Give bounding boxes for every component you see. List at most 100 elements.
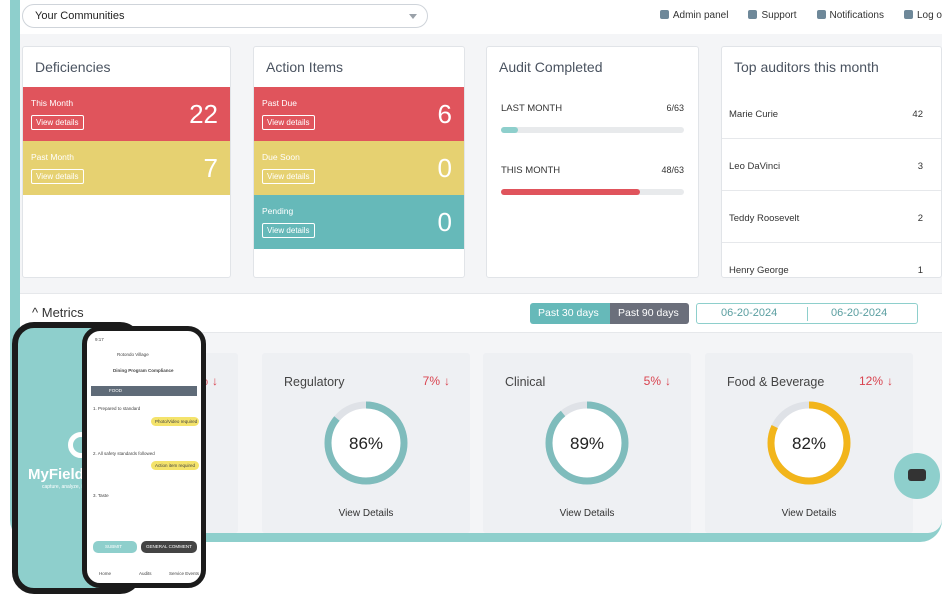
progress-fill [501, 127, 519, 133]
phone-time: 9:17 [95, 337, 104, 342]
date-divider [807, 307, 808, 321]
chevron-down-icon [409, 14, 417, 19]
view-details-button[interactable]: View details [31, 169, 84, 184]
card-title: Audit Completed [499, 59, 603, 75]
metric-label: Regulatory [284, 375, 345, 389]
score-value: 89% [570, 434, 604, 453]
view-details-link[interactable]: View Details [559, 508, 615, 519]
auditor-row: Teddy Roosevelt 2 [722, 191, 941, 243]
deficiencies-card: Deficiencies This Month View details 22 … [22, 46, 231, 278]
comment-label: GENERAL COMMENT [146, 544, 192, 549]
action-items-card: Action Items Past Due View details 6 Due… [253, 46, 465, 278]
tab-service-events[interactable]: Service Events [169, 571, 200, 576]
general-comment-button[interactable]: GENERAL COMMENT [141, 541, 197, 553]
notifications-link[interactable]: Notifications [816, 10, 884, 21]
auditor-row: Henry George 1 [722, 243, 941, 277]
tab-audits[interactable]: Audits [139, 571, 152, 576]
metric-change: 12% ↓ [859, 374, 893, 388]
date-range: 06-20-2024 06-20-2024 [696, 303, 918, 324]
score-donut: 86% [324, 401, 408, 485]
band-label: Past Due [262, 98, 297, 108]
metric-change-value: 7% [422, 374, 440, 388]
arrow-down-icon: ↓ [887, 374, 893, 388]
admin-panel-link[interactable]: Admin panel [659, 10, 729, 21]
date-from-input[interactable]: 06-20-2024 [721, 307, 778, 319]
photo-required-pill: Photo/Video required [151, 417, 199, 426]
band-value: 0 [437, 153, 452, 183]
metric-label: Clinical [505, 375, 546, 389]
view-details-link[interactable]: View Details [781, 508, 837, 519]
phone-location: Rotondo Village [117, 352, 149, 357]
progress-track [501, 189, 684, 195]
top-nav: Admin panel Support Notifications Log o [659, 10, 942, 21]
donut-arc [767, 401, 851, 485]
metric-change: 5% ↓ [644, 374, 671, 388]
phone-app: 9:17 Rotondo Village Dining Program Comp… [82, 326, 206, 588]
audit-last-month: LAST MONTH 6/63 [487, 87, 698, 149]
range-90-button[interactable]: Past 90 days [610, 303, 689, 324]
metrics-toggle[interactable]: ^ Metrics [32, 305, 84, 320]
phone-page-title: Dining Program Compliance [113, 368, 174, 373]
community-select[interactable]: Your Communities [22, 4, 428, 28]
section-header: FOOD [91, 386, 197, 396]
range-30-button[interactable]: Past 30 days [530, 303, 610, 324]
metric-change: 7% ↓ [423, 374, 450, 388]
chevron-up-icon: ^ [32, 305, 39, 320]
logout-icon [903, 10, 913, 19]
metric-card: Food & Beverage 12% ↓ View Details 82% [705, 353, 913, 533]
metric-card: Clinical 5% ↓ View Details 89% [483, 353, 691, 533]
logout-link[interactable]: Log o [903, 10, 942, 21]
tab-home[interactable]: Home [99, 571, 112, 576]
auditor-name: Henry George [729, 265, 789, 276]
view-details-button[interactable]: View details [262, 169, 315, 184]
band-label: Past Month [31, 152, 74, 162]
metric-card: Regulatory 7% ↓ View Details 86% [262, 353, 470, 533]
date-to-input[interactable]: 06-20-2024 [831, 307, 888, 319]
auditor-name: Leo DaVinci [729, 161, 781, 172]
action-pending: Pending View details 0 [254, 195, 464, 249]
band-label: This Month [31, 98, 74, 108]
brand-name: MyField [28, 466, 84, 483]
arrow-down-icon: ↓ [444, 374, 450, 388]
submit-button[interactable]: SUBMIT [93, 541, 137, 553]
card-title: Top auditors this month [734, 59, 879, 75]
auditor-name: Marie Curie [729, 109, 779, 120]
card-title: Action Items [266, 59, 344, 75]
audit-label: LAST MONTH [501, 103, 563, 114]
score-donut: 82% [767, 401, 851, 485]
view-details-button[interactable]: View details [262, 223, 315, 238]
auditor-count: 2 [917, 213, 923, 224]
view-details-button[interactable]: View details [262, 115, 315, 130]
logout-label: Log o [916, 10, 942, 21]
auditor-name: Teddy Roosevelt [729, 213, 800, 224]
band-value: 22 [189, 99, 218, 129]
chat-button[interactable] [894, 453, 940, 499]
admin-panel-label: Admin panel [672, 10, 729, 21]
score-value: 86% [349, 434, 383, 453]
user-icon [748, 10, 758, 19]
auditor-row: Leo DaVinci 3 [722, 139, 941, 191]
audit-label: THIS MONTH [501, 165, 561, 176]
pill-label: Photo/Video required [155, 419, 198, 424]
band-label: Due Soon [262, 152, 300, 162]
section-label: FOOD [109, 388, 122, 393]
card-title: Deficiencies [35, 59, 111, 75]
donut-arc [545, 401, 629, 485]
support-label: Support [761, 10, 797, 21]
score-value: 82% [792, 434, 826, 453]
question-3: 3. Taste [93, 493, 109, 498]
band-value: 7 [203, 153, 218, 183]
view-details-link[interactable]: View Details [338, 508, 394, 519]
notifications-label: Notifications [829, 10, 884, 21]
view-details-button[interactable]: View details [31, 115, 84, 130]
support-link[interactable]: Support [748, 10, 797, 21]
question-2: 2. All safety standards followed [93, 451, 155, 456]
audit-value: 48/63 [661, 165, 684, 175]
auditor-count: 3 [917, 161, 923, 172]
question-1: 1. Prepared to standard [93, 406, 141, 411]
community-select-value: Your Communities [35, 10, 125, 22]
donut-arc [324, 401, 408, 485]
auditor-count: 1 [917, 265, 923, 276]
admin-icon [659, 10, 669, 19]
metric-label: Food & Beverage [727, 375, 825, 389]
